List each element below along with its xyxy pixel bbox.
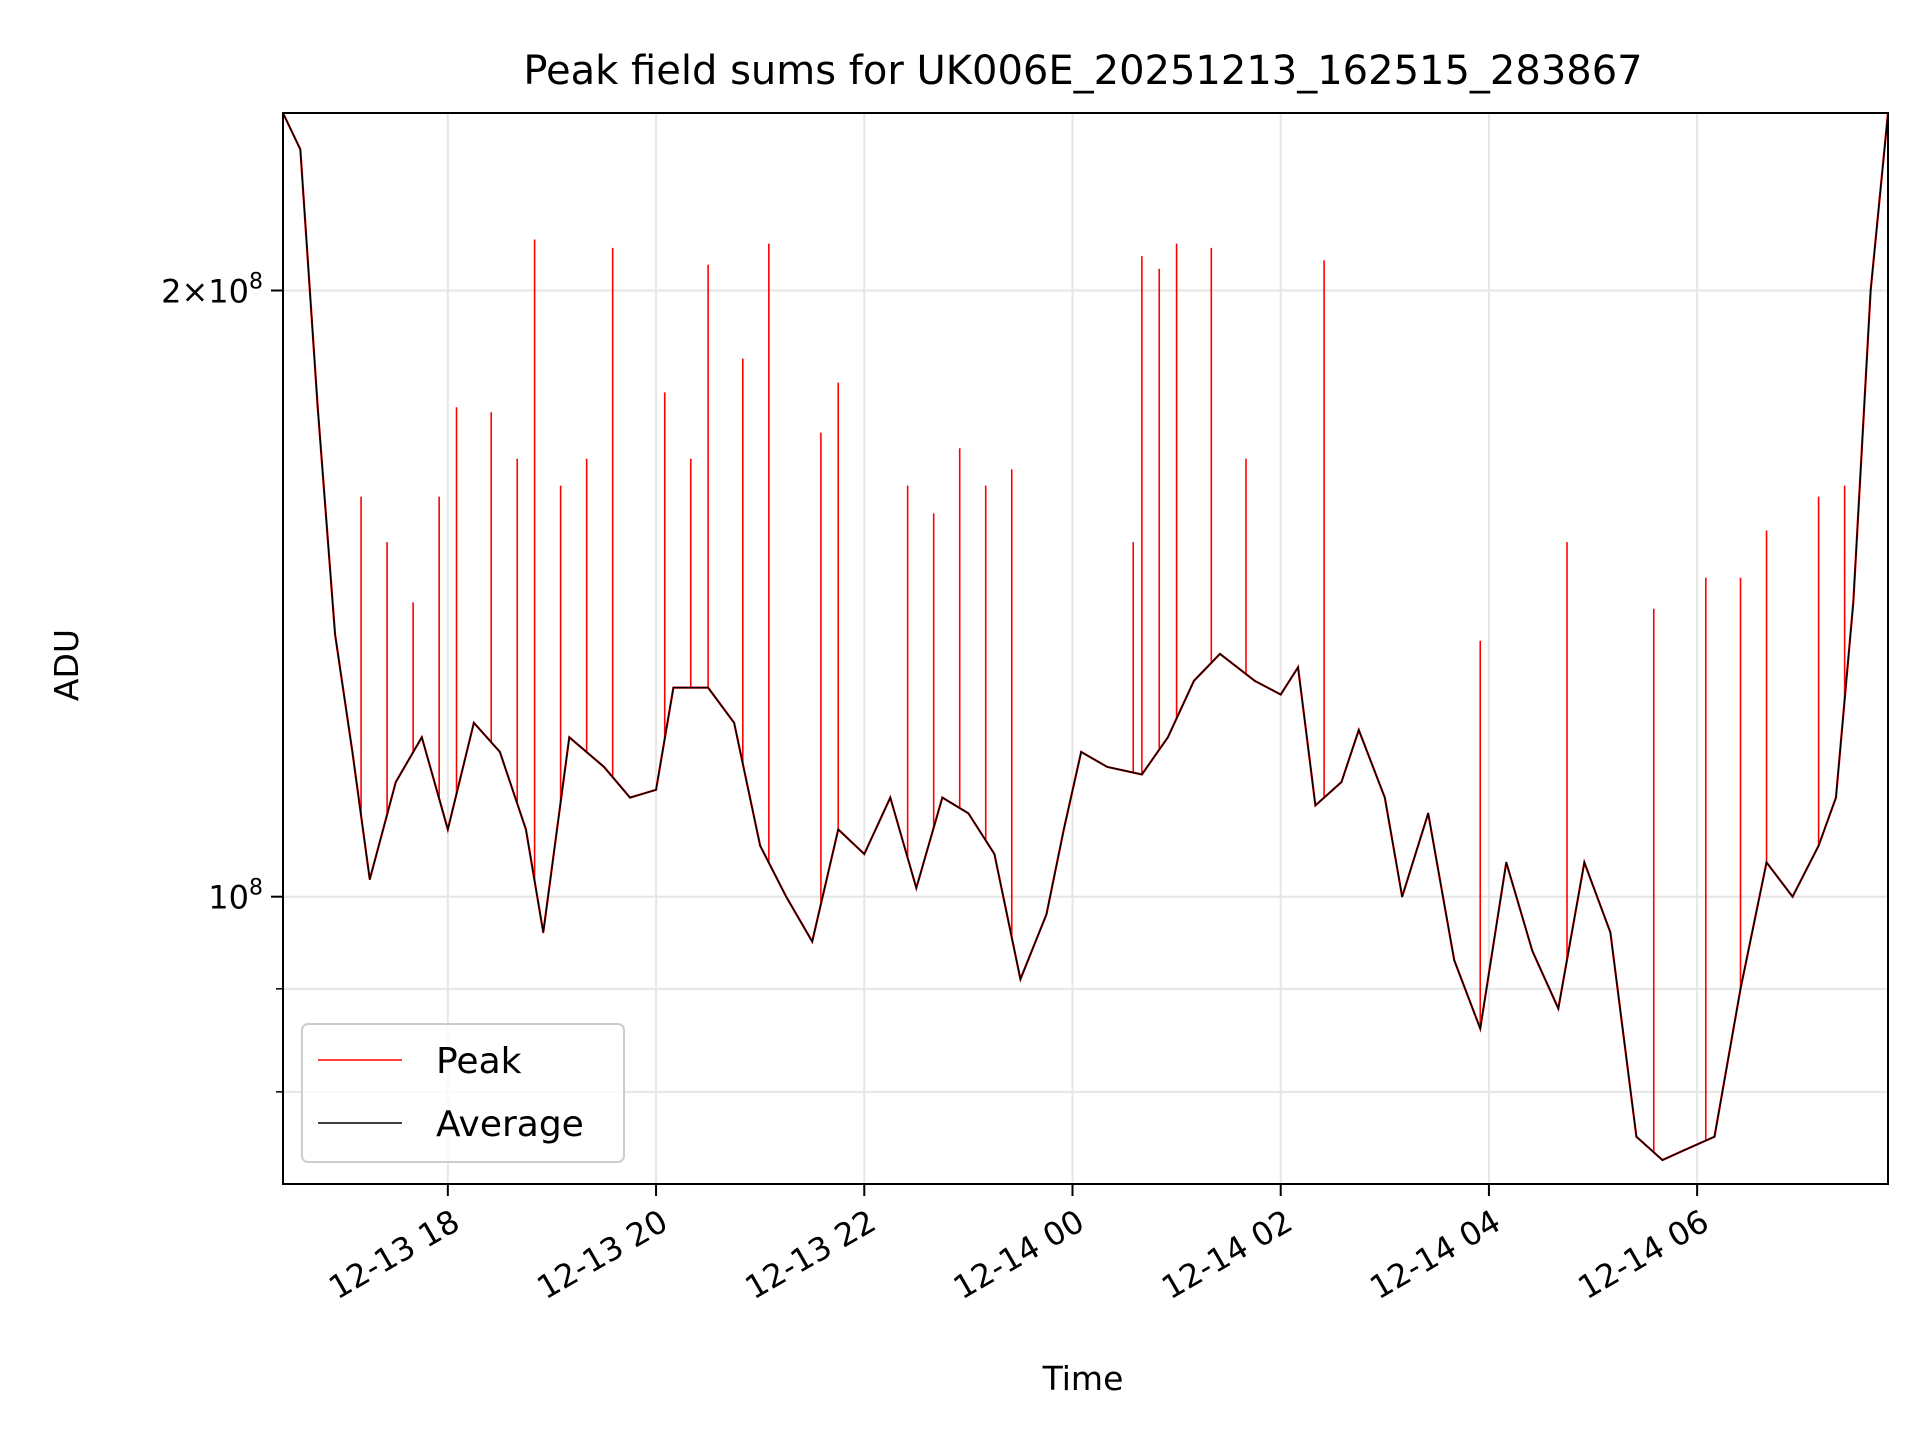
average-point xyxy=(1297,666,1299,669)
chart-title: Peak field sums for UK006E_20251213_1625… xyxy=(523,48,1642,94)
average-point xyxy=(394,781,397,783)
average-point xyxy=(967,812,970,815)
average-point xyxy=(542,931,545,934)
average-point xyxy=(1869,289,1872,292)
series-average xyxy=(283,113,1888,1161)
x-axis-label: Time xyxy=(1042,1359,1124,1398)
average-point xyxy=(1019,978,1022,980)
average-point xyxy=(1765,861,1768,864)
legend-box xyxy=(301,1023,625,1163)
average-point xyxy=(525,828,527,831)
average-point xyxy=(1713,1135,1716,1138)
average-point xyxy=(1635,1135,1638,1138)
average-point xyxy=(707,686,709,689)
average-point xyxy=(1835,796,1837,799)
average-point xyxy=(1479,1027,1482,1030)
average-point xyxy=(603,766,605,768)
y-axis-label: ADU xyxy=(47,629,86,701)
y-tick-label: 2×108 xyxy=(161,269,263,310)
average-point xyxy=(1357,729,1360,731)
average-point xyxy=(368,878,371,881)
average-point xyxy=(811,940,814,943)
average-point xyxy=(1253,679,1256,682)
average-point xyxy=(1531,950,1534,952)
average-point xyxy=(1583,861,1586,864)
average-point xyxy=(1852,601,1855,604)
average-point xyxy=(299,148,302,151)
y-tick-label: 108 xyxy=(208,876,263,917)
plot-area xyxy=(283,113,1888,1162)
average-point xyxy=(993,853,996,855)
average-point xyxy=(1817,844,1820,847)
average-point xyxy=(1427,812,1429,815)
average-point xyxy=(1453,959,1456,961)
average-point xyxy=(1661,1159,1664,1161)
average-point xyxy=(863,853,866,855)
average-point xyxy=(915,887,918,889)
average-point xyxy=(1045,913,1048,916)
average-point xyxy=(672,686,675,689)
average-point xyxy=(1080,751,1082,753)
average-point xyxy=(1193,679,1195,682)
grid xyxy=(283,113,1888,1184)
average-point xyxy=(1167,736,1169,739)
average-point xyxy=(941,796,944,799)
average-point xyxy=(351,751,354,753)
legend-label-peak: Peak xyxy=(436,1041,522,1082)
average-point xyxy=(1063,828,1065,831)
average-point xyxy=(1141,773,1143,776)
average-point xyxy=(1609,931,1612,934)
average-point xyxy=(1384,796,1386,799)
average-point xyxy=(1739,988,1742,990)
average-point xyxy=(1687,1147,1690,1150)
average-point xyxy=(473,721,475,724)
average-point xyxy=(316,406,319,409)
average-point xyxy=(1791,895,1794,898)
average-point xyxy=(785,895,787,898)
legend-label-average: Average xyxy=(436,1104,584,1145)
average-point xyxy=(421,736,423,739)
average-point xyxy=(334,633,336,636)
average-point xyxy=(1401,895,1403,898)
average-point xyxy=(759,844,761,847)
average-point xyxy=(629,796,631,799)
average-point xyxy=(1505,861,1508,864)
average-point xyxy=(733,721,735,724)
average-point xyxy=(1340,781,1343,783)
average-point xyxy=(837,828,840,831)
plot-frame xyxy=(282,112,1889,1185)
average-point xyxy=(568,736,571,739)
average-point xyxy=(1219,653,1221,655)
average-point xyxy=(447,828,449,831)
average-point xyxy=(1314,804,1317,807)
average-point xyxy=(889,796,892,799)
average-point xyxy=(1279,693,1282,696)
average-point xyxy=(1557,1007,1560,1010)
average-point xyxy=(499,751,501,753)
legend: Peak Average xyxy=(301,1023,625,1163)
average-point xyxy=(655,789,657,791)
average-point xyxy=(1106,766,1108,768)
